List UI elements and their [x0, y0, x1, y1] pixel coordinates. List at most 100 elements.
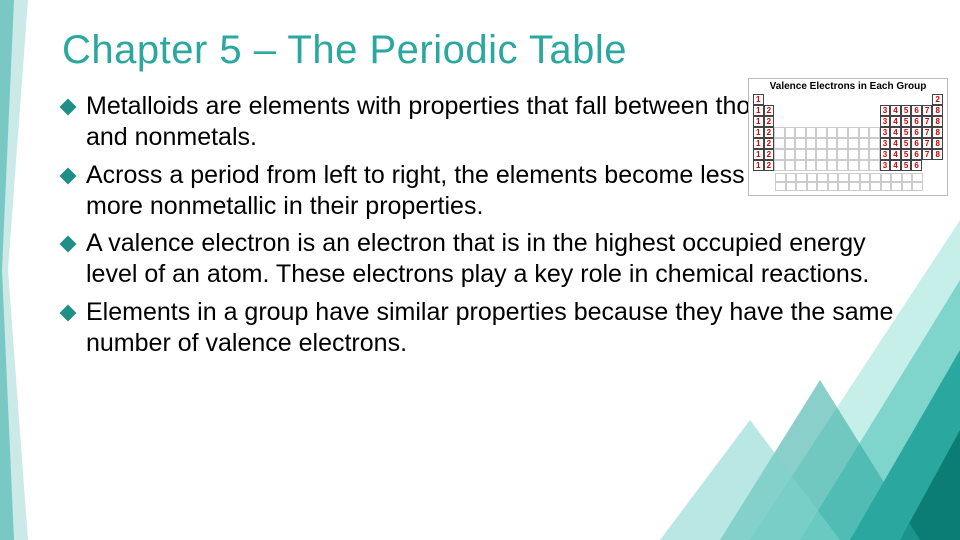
grid-cell [774, 94, 785, 105]
grid-cell [859, 105, 870, 116]
grid-cell [859, 138, 870, 149]
grid-cell: 8 [932, 116, 943, 127]
grid-cell: 3 [880, 160, 891, 171]
bullet-rest: valence electron is an electron that is … [86, 229, 869, 288]
periodic-grid: 1212345678123456781234567812345678123456… [753, 94, 943, 171]
grid-cell [827, 116, 838, 127]
grid-cell [922, 94, 933, 105]
grid-cell [848, 149, 859, 160]
grid-cell [848, 94, 859, 105]
grid-cell [816, 127, 827, 138]
grid-cell [774, 105, 785, 116]
grid-cell [795, 160, 806, 171]
grid-cell [827, 149, 838, 160]
fblock-cell [902, 173, 913, 182]
grid-cell [859, 127, 870, 138]
grid-cell [774, 116, 785, 127]
grid-cell: 8 [932, 127, 943, 138]
grid-cell [806, 94, 817, 105]
grid-cell [827, 127, 838, 138]
grid-cell [869, 138, 880, 149]
fblock-cell [849, 173, 860, 182]
fblock-cell [849, 182, 860, 191]
grid-cell [869, 105, 880, 116]
fblock-cell [838, 182, 849, 191]
grid-cell [827, 138, 838, 149]
grid-cell: 4 [890, 116, 901, 127]
grid-cell [816, 138, 827, 149]
bullet-diamond-icon [60, 304, 77, 321]
fblock-cell [870, 182, 881, 191]
grid-cell [922, 160, 933, 171]
grid-cell [827, 160, 838, 171]
page-title: Chapter 5 – The Periodic Table [62, 28, 920, 73]
bullet-diamond-icon [60, 167, 77, 184]
grid-cell [816, 149, 827, 160]
grid-cell [848, 160, 859, 171]
grid-cell [869, 94, 880, 105]
fblock-cell [881, 173, 892, 182]
grid-cell: 4 [890, 127, 901, 138]
grid-cell [880, 94, 891, 105]
grid-cell [869, 127, 880, 138]
grid-cell: 5 [901, 127, 912, 138]
grid-cell: 2 [764, 138, 775, 149]
grid-cell: 6 [911, 160, 922, 171]
grid-cell: 4 [890, 160, 901, 171]
grid-cell: 4 [890, 138, 901, 149]
grid-cell [859, 160, 870, 171]
grid-cell [806, 138, 817, 149]
grid-cell: 2 [764, 116, 775, 127]
bullet-lead: A [86, 229, 101, 257]
grid-cell [932, 160, 943, 171]
grid-cell [806, 149, 817, 160]
bullet-lead: Elements [86, 298, 190, 326]
grid-cell: 6 [911, 149, 922, 160]
grid-cell [774, 149, 785, 160]
grid-cell: 2 [764, 149, 775, 160]
fblock-cell [775, 182, 786, 191]
fblock-cell [838, 173, 849, 182]
fblock-cell [775, 173, 786, 182]
grid-cell [785, 94, 796, 105]
grid-cell [795, 149, 806, 160]
grid-cell: 8 [932, 149, 943, 160]
grid-cell: 8 [932, 138, 943, 149]
grid-cell [848, 116, 859, 127]
valence-chart: Valence Electrons in Each Group 12123456… [748, 78, 948, 196]
grid-cell [785, 138, 796, 149]
grid-cell: 5 [901, 160, 912, 171]
bullet-diamond-icon [60, 99, 77, 116]
grid-cell: 5 [901, 149, 912, 160]
bullet-lead: Metalloids [86, 92, 199, 120]
fblock-cell [817, 173, 828, 182]
grid-cell: 3 [880, 105, 891, 116]
grid-cell [837, 127, 848, 138]
grid-cell: 6 [911, 127, 922, 138]
grid-cell: 5 [901, 138, 912, 149]
fblock-cell [817, 182, 828, 191]
grid-cell [785, 105, 796, 116]
f-block-grid [775, 173, 923, 191]
grid-cell: 4 [890, 105, 901, 116]
grid-cell [774, 138, 785, 149]
fblock-cell [860, 173, 871, 182]
grid-cell: 7 [922, 105, 933, 116]
grid-cell: 6 [911, 105, 922, 116]
grid-cell: 3 [880, 116, 891, 127]
fblock-cell [891, 173, 902, 182]
grid-cell [806, 116, 817, 127]
grid-cell [869, 160, 880, 171]
grid-cell [816, 116, 827, 127]
grid-cell: 1 [753, 149, 764, 160]
bullet-diamond-icon [60, 236, 77, 253]
grid-cell: 8 [932, 105, 943, 116]
grid-cell: 1 [753, 127, 764, 138]
grid-cell [816, 105, 827, 116]
fblock-cell [828, 173, 839, 182]
grid-cell [837, 138, 848, 149]
grid-cell [848, 105, 859, 116]
grid-cell [816, 160, 827, 171]
grid-cell: 2 [764, 105, 775, 116]
grid-cell [911, 94, 922, 105]
